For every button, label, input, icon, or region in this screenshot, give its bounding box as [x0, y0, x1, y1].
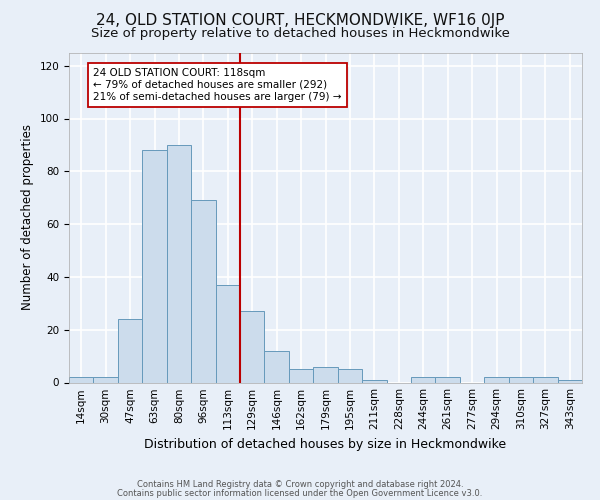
X-axis label: Distribution of detached houses by size in Heckmondwike: Distribution of detached houses by size … — [145, 438, 506, 451]
Bar — [436, 377, 460, 382]
Bar — [240, 311, 265, 382]
Bar — [289, 370, 313, 382]
Text: Contains HM Land Registry data © Crown copyright and database right 2024.: Contains HM Land Registry data © Crown c… — [137, 480, 463, 489]
Bar — [265, 351, 289, 382]
Bar — [167, 145, 191, 382]
Bar — [338, 370, 362, 382]
Text: Contains public sector information licensed under the Open Government Licence v3: Contains public sector information licen… — [118, 489, 482, 498]
Bar — [411, 377, 436, 382]
Text: Size of property relative to detached houses in Heckmondwike: Size of property relative to detached ho… — [91, 28, 509, 40]
Text: 24, OLD STATION COURT, HECKMONDWIKE, WF16 0JP: 24, OLD STATION COURT, HECKMONDWIKE, WF1… — [96, 12, 504, 28]
Bar — [215, 285, 240, 382]
Bar — [69, 377, 94, 382]
Bar — [191, 200, 215, 382]
Bar — [313, 366, 338, 382]
Bar — [557, 380, 582, 382]
Bar — [94, 377, 118, 382]
Bar — [484, 377, 509, 382]
Bar — [533, 377, 557, 382]
Y-axis label: Number of detached properties: Number of detached properties — [21, 124, 34, 310]
Bar — [142, 150, 167, 382]
Bar — [362, 380, 386, 382]
Bar — [118, 319, 142, 382]
Text: 24 OLD STATION COURT: 118sqm
← 79% of detached houses are smaller (292)
21% of s: 24 OLD STATION COURT: 118sqm ← 79% of de… — [94, 68, 342, 102]
Bar — [509, 377, 533, 382]
